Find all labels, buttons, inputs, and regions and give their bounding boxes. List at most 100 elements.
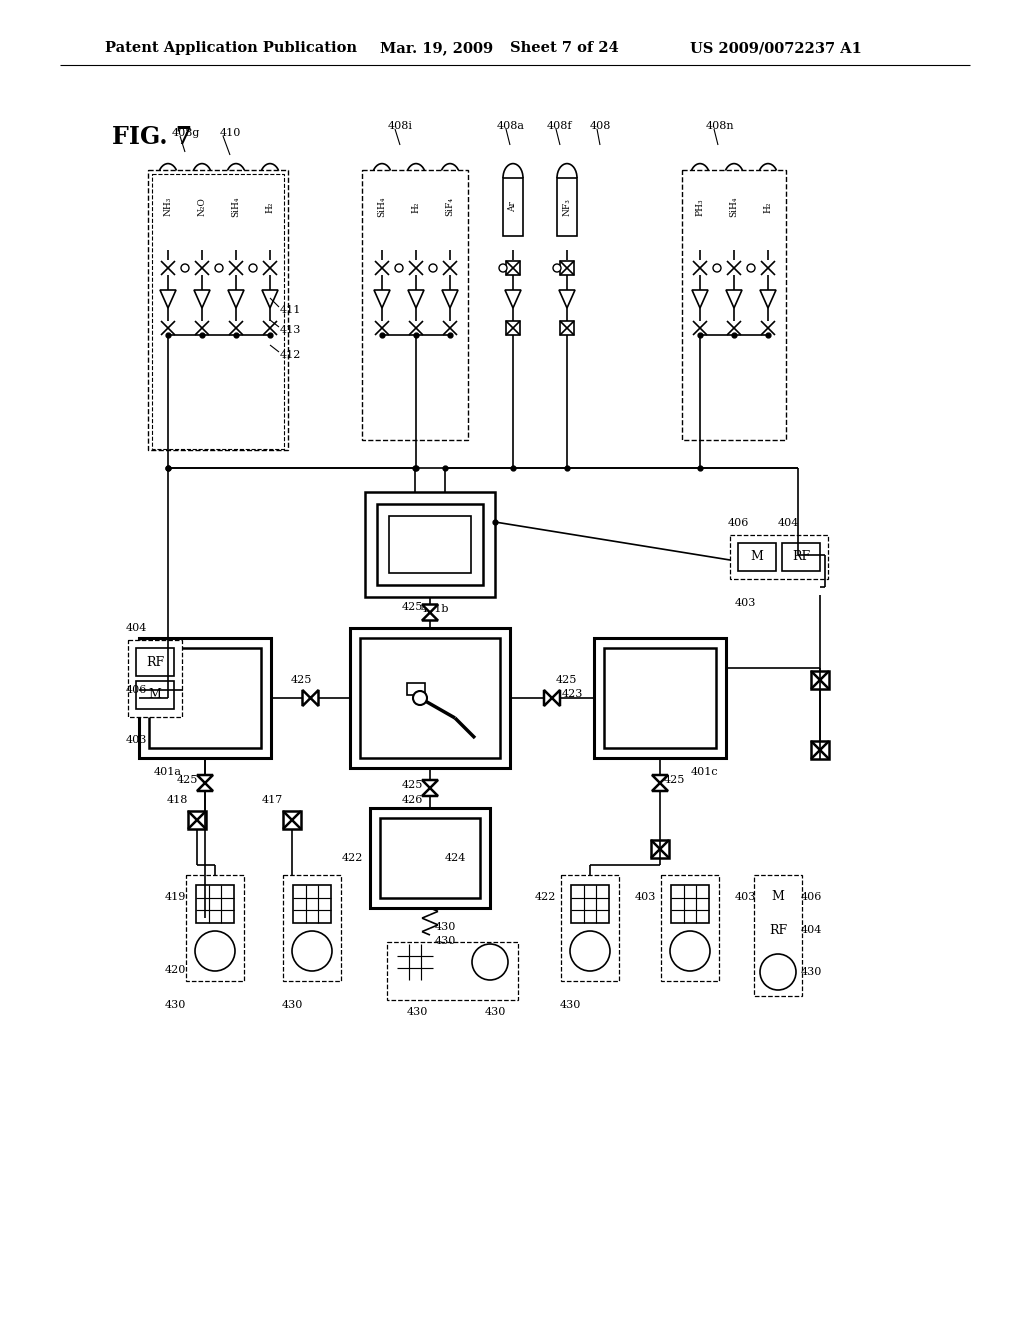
Bar [440,178,460,235]
Bar [372,178,392,235]
Text: M: M [148,689,162,701]
Bar [561,875,618,981]
Bar [350,628,510,768]
Text: Patent Application Publication: Patent Application Publication [105,41,357,55]
Text: SiH₄: SiH₄ [378,197,386,216]
Circle shape [292,931,332,972]
Bar [693,321,707,335]
Text: 418: 418 [167,795,188,805]
Bar [811,741,829,759]
Text: 426: 426 [402,795,423,805]
Bar [782,543,820,572]
Bar [229,261,243,275]
Text: 413: 413 [280,325,301,335]
Circle shape [570,931,610,972]
Bar [229,321,243,335]
Text: 408g: 408g [172,128,201,139]
Bar [377,504,483,585]
Text: M: M [751,550,764,564]
Bar [193,178,212,235]
Polygon shape [197,775,213,791]
Text: SiH₄: SiH₄ [729,197,738,216]
Text: 408a: 408a [497,121,525,131]
Bar [397,944,433,979]
Bar [360,638,500,758]
Bar [148,170,288,450]
Circle shape [713,264,721,272]
Polygon shape [374,290,390,308]
Text: 406: 406 [126,685,147,696]
Bar [186,875,244,981]
Text: RF: RF [792,550,810,564]
Text: 403: 403 [735,598,757,609]
Bar [406,178,426,235]
Text: 408: 408 [590,121,611,131]
Circle shape [181,264,189,272]
Bar [690,178,710,235]
Bar [150,648,261,748]
Bar [226,178,246,235]
Text: 411: 411 [280,305,301,315]
Bar [389,516,471,573]
Text: Mar. 19, 2009: Mar. 19, 2009 [380,41,494,55]
Text: 408i: 408i [388,121,413,131]
Text: H₂: H₂ [764,201,772,213]
Text: M: M [771,891,784,903]
Text: 425: 425 [177,775,199,785]
Bar [139,638,271,758]
Bar [195,261,209,275]
Text: RF: RF [769,924,787,936]
Text: 430: 430 [801,968,822,977]
Polygon shape [760,290,776,308]
Text: 430: 430 [407,1007,428,1016]
Polygon shape [302,690,318,706]
Bar [128,640,182,717]
Circle shape [746,264,755,272]
Bar [370,808,490,908]
Text: 404: 404 [778,517,800,528]
Text: PH₃: PH₃ [695,198,705,215]
Bar [662,875,719,981]
Polygon shape [160,290,176,308]
Text: 401a: 401a [154,767,182,777]
Polygon shape [544,690,560,706]
Circle shape [670,931,710,972]
Circle shape [760,954,796,990]
Circle shape [553,264,561,272]
Text: 430: 430 [560,1001,582,1010]
Bar [196,884,234,923]
Bar [409,321,423,335]
Bar [557,178,577,235]
Text: 406: 406 [728,517,750,528]
Text: 423: 423 [562,689,584,700]
Text: 410: 410 [220,128,242,139]
Bar [754,875,802,997]
Circle shape [195,931,234,972]
Bar [727,321,741,335]
Circle shape [472,944,508,979]
Text: 401b: 401b [421,605,450,614]
Bar [375,261,389,275]
Bar [158,178,178,235]
Bar [811,671,829,689]
Text: NF₃: NF₃ [562,198,571,215]
Bar [651,840,669,858]
Bar [443,321,457,335]
Bar [387,942,518,1001]
Text: 408n: 408n [706,121,734,131]
Text: 401c: 401c [691,767,719,777]
Text: Ar: Ar [509,202,517,213]
Text: 425: 425 [556,675,578,685]
Bar [682,170,786,440]
Polygon shape [422,605,438,620]
Bar [738,543,776,572]
Polygon shape [228,290,244,308]
Bar [604,648,716,748]
Bar [136,648,174,676]
Bar [362,170,468,440]
Polygon shape [652,775,668,791]
Bar [506,321,520,335]
Text: 424: 424 [445,853,466,863]
Polygon shape [726,290,742,308]
Bar [188,810,206,829]
